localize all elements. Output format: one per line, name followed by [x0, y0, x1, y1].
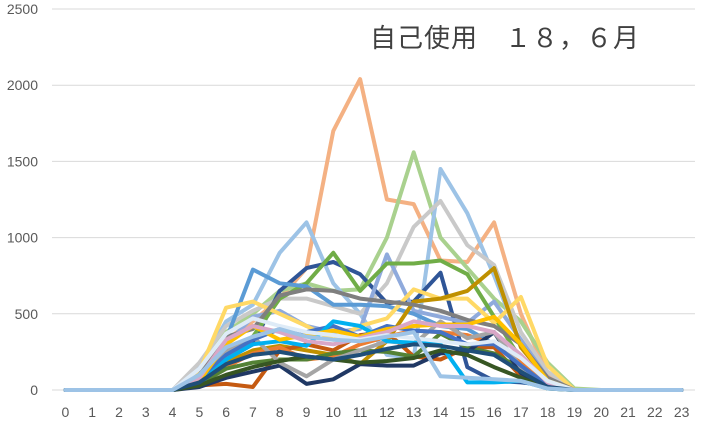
- x-tick-label: 2: [115, 404, 123, 420]
- x-tick-label: 7: [249, 404, 257, 420]
- y-axis: 0 500 1000 1500 2000 2500: [7, 1, 38, 398]
- x-tick-label: 15: [459, 404, 475, 420]
- x-tick-label: 8: [276, 404, 284, 420]
- x-tick-label: 4: [169, 404, 177, 420]
- series-line-21: [63, 348, 684, 392]
- y-tick-label: 0: [30, 382, 38, 398]
- x-tick-label: 6: [222, 404, 230, 420]
- x-tick-label: 18: [540, 404, 556, 420]
- x-tick-label: 14: [433, 404, 449, 420]
- y-tick-label: 500: [15, 306, 39, 322]
- x-tick-label: 22: [647, 404, 663, 420]
- series-line-23: [63, 342, 684, 392]
- x-tick-label: 12: [379, 404, 395, 420]
- series-line-1: [63, 77, 684, 392]
- x-tick-label: 19: [567, 404, 583, 420]
- x-tick-label: 13: [406, 404, 422, 420]
- x-tick-label: 0: [61, 404, 69, 420]
- x-tick-label: 17: [513, 404, 529, 420]
- x-tick-label: 11: [353, 404, 368, 420]
- y-tick-label: 1000: [7, 230, 38, 246]
- series-line-24: [63, 327, 684, 392]
- x-tick-label: 20: [593, 404, 609, 420]
- chart-title: 自己使用 １８，６月: [370, 24, 641, 54]
- y-tick-label: 1500: [7, 153, 38, 169]
- series-lines: [63, 77, 684, 392]
- series-line-5: [63, 260, 684, 392]
- x-tick-label: 21: [620, 404, 636, 420]
- x-tick-label: 23: [674, 404, 690, 420]
- x-tick-label: 5: [195, 404, 203, 420]
- x-tick-label: 3: [142, 404, 150, 420]
- x-tick-label: 10: [326, 404, 342, 420]
- x-tick-label: 16: [486, 404, 502, 420]
- gridlines: [52, 8, 695, 315]
- y-tick-label: 2000: [7, 77, 38, 93]
- x-axis: 0 1 2 3 4 5 6 7 8 9 10 11 12 13 14 15 16 17 18 19 20 21 22 23: [52, 389, 695, 420]
- x-tick-label: 9: [303, 404, 311, 420]
- y-tick-label: 2500: [7, 1, 38, 17]
- x-tick-label: 1: [88, 404, 96, 420]
